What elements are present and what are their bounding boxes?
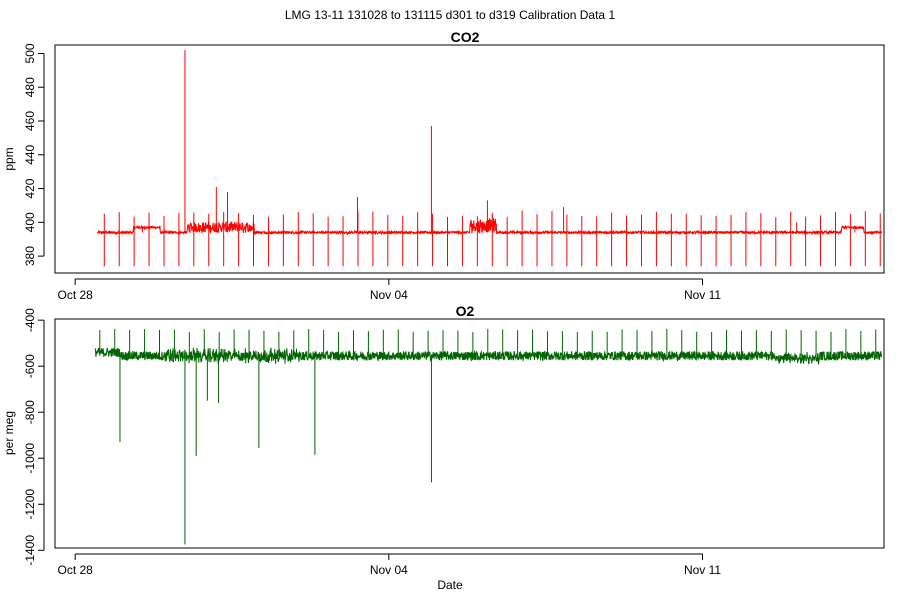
co2-series-line: [97, 217, 883, 236]
co2-x-axis: Oct 28 Nov 04 Nov 11: [57, 278, 721, 302]
o2-y-tick-label: -800: [23, 400, 37, 424]
o2-y-tick-label: -1000: [23, 443, 37, 474]
o2-x-tick-label: Nov 11: [684, 563, 721, 577]
o2-x-tick-label: Oct 28: [57, 563, 93, 577]
o2-panel: O2 Oct 28 Nov 04 Nov 11 -400-600-800-1000-…: [2, 303, 885, 592]
o2-x-tick-label: Nov 04: [370, 563, 408, 577]
o2-y-tick-label: -1400: [23, 535, 37, 566]
co2-x-tick-label: Nov 04: [370, 288, 408, 302]
co2-y-tick-label: 500: [23, 43, 37, 63]
o2-y-tick-label: -1200: [23, 489, 37, 520]
figure-title: LMG 13-11 131028 to 131115 d301 to d319 …: [285, 8, 616, 22]
o2-x-label: Date: [437, 578, 463, 592]
co2-y-label: ppm: [2, 147, 16, 170]
co2-y-tick-label: 480: [23, 77, 37, 97]
co2-y-axis: 380 400 420 440 460 480 500: [23, 43, 45, 266]
o2-y-axis: -400 -600 -800 -1000 -1200 -1400: [23, 308, 45, 566]
co2-series: [97, 50, 883, 267]
co2-x-tick-label: Nov 11: [684, 288, 721, 302]
o2-series-line: [94, 347, 883, 365]
o2-y-tick-label: -600: [23, 354, 37, 378]
co2-plot-frame: [54, 44, 885, 274]
co2-y-tick-label: 460: [23, 111, 37, 131]
o2-x-axis: Oct 28 Nov 04 Nov 11: [57, 553, 721, 577]
co2-panel: CO2 Oct 28 Nov 04 Nov 11 380 400 420 440 460 48…: [2, 29, 885, 302]
co2-y-tick-label: 440: [23, 144, 37, 164]
co2-y-tick-label: 400: [23, 212, 37, 232]
co2-x-tick-label: Oct 28: [57, 288, 93, 302]
o2-y-tick-label: -400: [23, 308, 37, 332]
co2-title: CO2: [451, 29, 480, 45]
o2-y-label: per meg: [2, 411, 16, 455]
co2-y-tick-label: 420: [23, 178, 37, 198]
o2-title: O2: [456, 303, 475, 319]
o2-plot-frame: [54, 318, 885, 549]
co2-y-tick-label: 380: [23, 246, 37, 266]
o2-series: [94, 328, 883, 545]
